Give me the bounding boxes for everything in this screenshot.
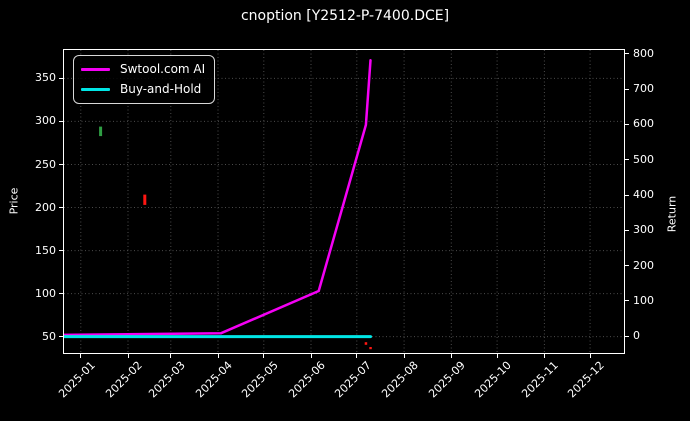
x-tick [127,354,129,358]
legend-item: Buy-and-Hold [81,82,205,96]
y-left-tick-label: 200 [35,200,56,214]
y-right-tick [625,88,629,90]
y-left-tick-label: 50 [42,329,56,343]
x-tick [589,354,591,358]
x-tick [80,354,82,358]
x-tick [170,354,172,358]
y-left-tick [59,164,63,165]
x-tick-label: 2025-02 [103,358,145,401]
x-tick-label: 2025-08 [379,358,422,401]
y-right-tick [625,335,629,337]
y-right-tick-label: 400 [633,188,654,201]
y-left-tick-label: 250 [35,157,56,171]
y-right-tick [625,159,629,161]
y-right-tick [625,123,629,125]
y-right-tick [625,194,629,196]
legend: Swtool.com AI Buy-and-Hold [73,55,216,104]
y-right-tick [625,265,629,266]
x-tick-label: 2025-07 [332,358,374,401]
chart-title: cnoption [Y2512-P-7400.DCE] [240,8,450,24]
x-tick [496,354,498,358]
x-tick-label: 2025-01 [56,358,98,401]
x-tick-label: 2025-03 [145,358,188,401]
x-tick-label: 2025-09 [426,358,469,401]
x-tick-label: 2025-06 [286,358,328,401]
legend-label: Buy-and-Hold [120,82,202,96]
x-tick [450,354,452,358]
candle-mark [143,194,147,205]
y-left-tick [59,120,63,122]
y-right-tick [625,300,629,302]
x-tick-label: 2025-10 [472,358,515,401]
y-left-tick [59,293,63,295]
plot-canvas [64,50,624,353]
series-line [64,59,372,337]
x-tick-label: 2025-11 [519,358,562,401]
legend-line-swatch [81,87,110,91]
candle-mark [369,347,372,350]
x-tick [310,354,312,358]
y-left-tick [59,207,63,208]
x-tick [217,354,219,358]
y-right-tick-label: 300 [633,223,654,237]
x-tick-label: 2025-12 [565,358,608,401]
y-right-tick-label: 700 [633,82,654,96]
x-tick [543,354,545,358]
legend-line-swatch [81,67,110,71]
y-right-tick-label: 100 [633,293,654,307]
y-right-tick-label: 200 [633,258,654,272]
x-tick [403,354,405,358]
legend-label: Swtool.com AI [120,62,206,76]
y-left-tick-label: 350 [35,71,56,85]
left-axis-title: Price [7,187,21,215]
y-left-tick-label: 100 [35,286,56,300]
y-right-tick-label: 600 [633,117,654,131]
x-tick [263,354,265,358]
candle-mark [364,342,368,345]
y-left-tick [59,77,63,79]
y-left-tick-label: 300 [35,114,56,128]
y-right-tick-label: 800 [633,46,654,60]
y-right-tick [625,229,629,231]
candle-mark [99,126,103,137]
y-left-tick-label: 150 [35,243,56,257]
y-right-tick-label: 500 [633,152,654,166]
x-tick-label: 2025-05 [239,358,281,401]
right-axis-title: Return [665,195,679,233]
y-left-tick [59,336,63,338]
y-right-tick [625,53,629,55]
y-right-tick-label: 0 [633,329,640,343]
y-left-tick [59,250,63,252]
x-tick-label: 2025-04 [193,358,235,401]
legend-item: Swtool.com AI [81,62,205,76]
x-tick [356,354,358,358]
